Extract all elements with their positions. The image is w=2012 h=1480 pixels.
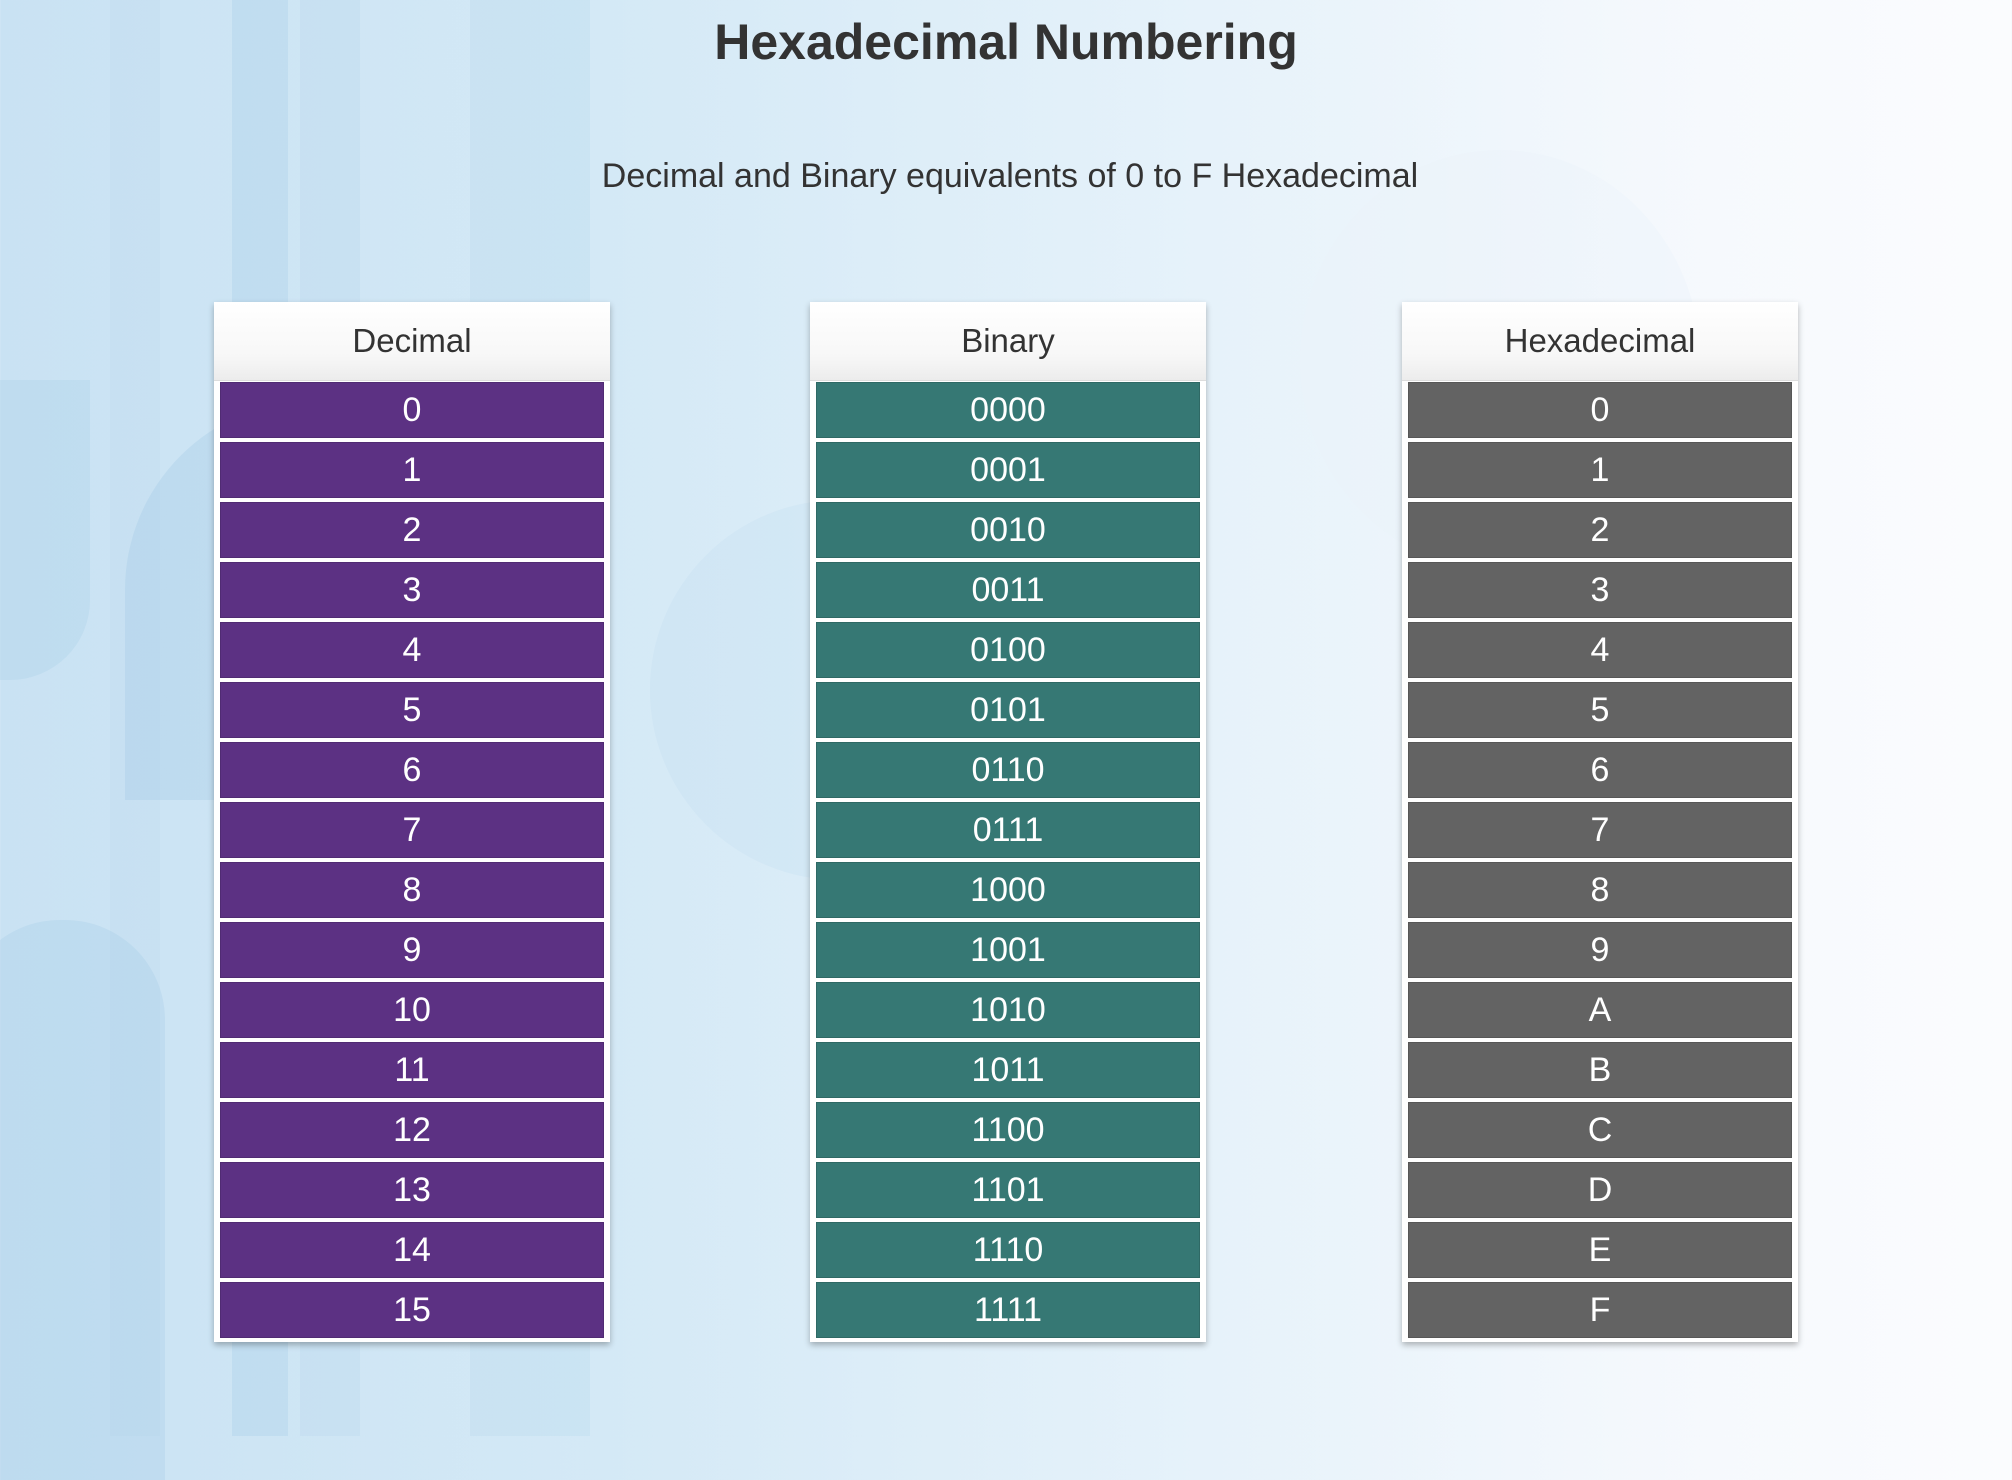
hexadecimal-value-cell: 8: [1408, 862, 1792, 918]
hexadecimal-value-cell: F: [1408, 1282, 1792, 1338]
binary-value-cell: 1110: [816, 1222, 1200, 1278]
hexadecimal-value-cell: C: [1408, 1102, 1792, 1158]
hexadecimal-value-cell: E: [1408, 1222, 1792, 1278]
decimal-value-cell: 2: [220, 502, 604, 558]
binary-value-cell: 1101: [816, 1162, 1200, 1218]
hexadecimal-value-cell: 0: [1408, 382, 1792, 438]
binary-value-cell: 0011: [816, 562, 1200, 618]
binary-column-header: Binary: [810, 302, 1206, 381]
decimal-value-cell: 0: [220, 382, 604, 438]
decimal-value-cell: 13: [220, 1162, 604, 1218]
decimal-value-cell: 10: [220, 982, 604, 1038]
binary-value-cell: 1111: [816, 1282, 1200, 1338]
decimal-column-cells: 0 1 2 3 4 5 6 7 8 9 10 11 12 13 14 15: [220, 382, 604, 1338]
hexadecimal-value-cell: 6: [1408, 742, 1792, 798]
background-band: [110, 0, 160, 1436]
decimal-column: Decimal 0 1 2 3 4 5 6 7 8 9 10 11 12 13 14 15: [214, 302, 610, 1342]
page-subtitle: Decimal and Binary equivalents of 0 to F…: [601, 157, 1419, 195]
decimal-value-cell: 9: [220, 922, 604, 978]
binary-value-cell: 0001: [816, 442, 1200, 498]
hexadecimal-value-cell: 7: [1408, 802, 1792, 858]
binary-value-cell: 0110: [816, 742, 1200, 798]
binary-value-cell: 1100: [816, 1102, 1200, 1158]
hexadecimal-value-cell: A: [1408, 982, 1792, 1038]
binary-value-cell: 0000: [816, 382, 1200, 438]
hexadecimal-value-cell: 3: [1408, 562, 1792, 618]
binary-value-cell: 0101: [816, 682, 1200, 738]
decimal-value-cell: 7: [220, 802, 604, 858]
binary-value-cell: 0111: [816, 802, 1200, 858]
hexadecimal-value-cell: 9: [1408, 922, 1792, 978]
hexadecimal-value-cell: 4: [1408, 622, 1792, 678]
binary-value-cell: 0010: [816, 502, 1200, 558]
hexadecimal-value-cell: 2: [1408, 502, 1792, 558]
binary-value-cell: 1010: [816, 982, 1200, 1038]
binary-value-cell: 0100: [816, 622, 1200, 678]
decimal-value-cell: 12: [220, 1102, 604, 1158]
hexadecimal-column-header: Hexadecimal: [1402, 302, 1798, 381]
decimal-value-cell: 11: [220, 1042, 604, 1098]
binary-column-cells: 0000 0001 0010 0011 0100 0101 0110 0111 1000 1001…: [816, 382, 1200, 1338]
hexadecimal-value-cell: D: [1408, 1162, 1792, 1218]
hexadecimal-value-cell: 1: [1408, 442, 1792, 498]
decimal-value-cell: 14: [220, 1222, 604, 1278]
binary-column: Binary 0000 0001 0010 0011 0100 0101 0110 0111 1…: [810, 302, 1206, 1342]
decimal-value-cell: 15: [220, 1282, 604, 1338]
decimal-value-cell: 5: [220, 682, 604, 738]
decimal-column-header: Decimal: [214, 302, 610, 381]
decimal-value-cell: 4: [220, 622, 604, 678]
background-arc: [0, 380, 90, 680]
page-title: Hexadecimal Numbering: [714, 14, 1298, 70]
binary-value-cell: 1000: [816, 862, 1200, 918]
decimal-value-cell: 6: [220, 742, 604, 798]
decimal-value-cell: 8: [220, 862, 604, 918]
binary-value-cell: 1001: [816, 922, 1200, 978]
decimal-value-cell: 3: [220, 562, 604, 618]
background-arc: [0, 920, 165, 1480]
hexadecimal-value-cell: 5: [1408, 682, 1792, 738]
hexadecimal-value-cell: B: [1408, 1042, 1792, 1098]
decimal-value-cell: 1: [220, 442, 604, 498]
binary-value-cell: 1011: [816, 1042, 1200, 1098]
